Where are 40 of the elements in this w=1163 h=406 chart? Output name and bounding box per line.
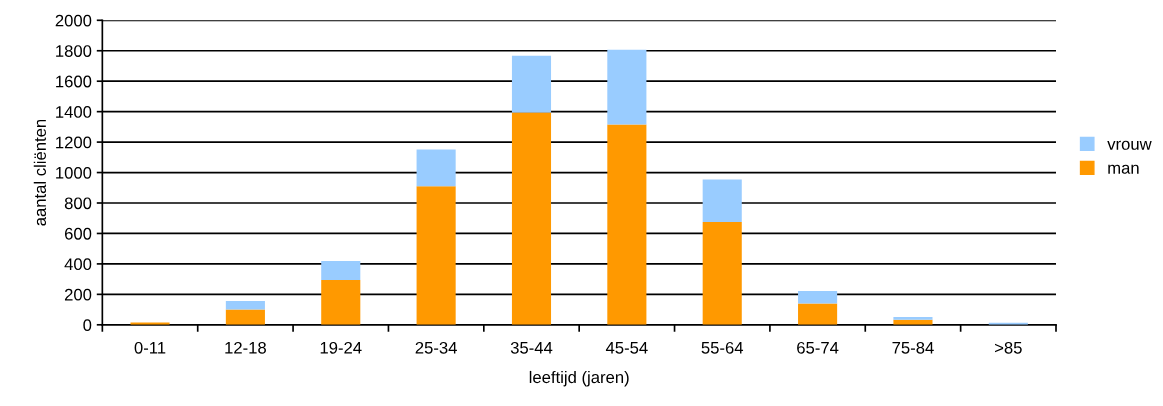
bar: [225, 309, 265, 325]
y-tick-label: 800: [64, 197, 92, 210]
bar: [416, 149, 456, 187]
bar: [702, 179, 742, 223]
x-tick-label: 35-44: [510, 341, 553, 354]
x-tick-label: 19-24: [320, 341, 362, 354]
x-tick-label: 65-74: [797, 341, 839, 354]
y-tick-label: 400: [64, 258, 92, 271]
x-tick-label: 55-64: [701, 341, 744, 354]
x-tick-label: >85: [995, 341, 1022, 354]
y-tick-label: 200: [64, 288, 92, 301]
x-tick-label: 75-84: [892, 341, 934, 354]
bar: [702, 222, 742, 325]
y-tick-label: 1800: [56, 45, 92, 57]
bar: [321, 279, 361, 325]
bar: [511, 55, 552, 113]
y-tick-label: 1000: [56, 166, 92, 179]
y-tick-label: 0: [83, 319, 92, 331]
bar: [798, 303, 838, 325]
bar: [511, 112, 552, 325]
x-tick-label: 45-54: [605, 342, 648, 354]
y-tick-label: 1600: [56, 75, 92, 88]
x-tick-label: 12-18: [225, 341, 266, 354]
y-axis-title: aantal cliënten: [33, 119, 46, 226]
legend-label: man: [1108, 164, 1139, 174]
x-tick-label: 25-34: [415, 341, 457, 354]
bar: [225, 300, 265, 310]
bar: [416, 186, 456, 325]
bar: [607, 124, 647, 325]
bar: [798, 291, 838, 304]
y-tick-label: 2000: [55, 14, 92, 27]
legend-label: vrouw: [1107, 140, 1152, 150]
y-tick-label: 1400: [56, 106, 92, 118]
bar: [893, 316, 933, 320]
y-tick-label: 600: [64, 227, 92, 240]
bar: [321, 261, 361, 280]
x-axis-title: leeftijd (jaren): [529, 370, 629, 387]
bar: [607, 49, 647, 125]
x-tick-label: 0-11: [134, 341, 166, 354]
y-tick-label: 1200: [56, 136, 92, 149]
